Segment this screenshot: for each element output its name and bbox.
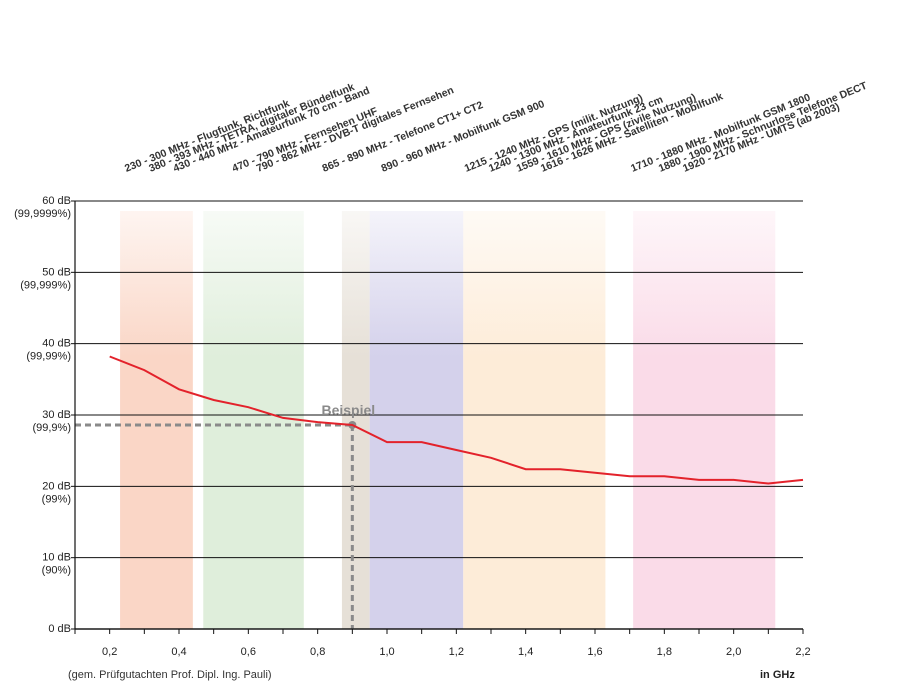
frequency-band — [341, 211, 370, 629]
x-tick-label: 0,8 — [310, 646, 325, 658]
frequency-band — [633, 211, 776, 629]
x-tick-label: 1,0 — [379, 646, 394, 658]
attenuation-line — [109, 355, 804, 485]
frequency-band — [463, 211, 606, 629]
frequency-band — [369, 211, 464, 629]
source-note: (gem. Prüfgutachten Prof. Dipl. Ing. Pau… — [68, 669, 272, 681]
y-axis-ticks: 0 dB 10 dB(90%) 20 dB(99%) 30 dB(99,9%) 40 d… — [14, 195, 75, 635]
x-tick-label: 1,4 — [518, 646, 533, 658]
y-tick-label: 20 dB — [42, 480, 71, 492]
y-tick-label: 40 dB — [42, 338, 71, 350]
y-tick-label: 0 dB — [48, 623, 71, 635]
x-axis-ticks: 0,2 0,4 0,6 0,8 1,0 1,2 1,4 1,6 1,8 2,0 2,2 — [74, 629, 811, 658]
y-tick-label: 10 dB — [42, 552, 71, 564]
x-tick-label: 0,4 — [171, 646, 186, 658]
example-marker: Beispiel — [75, 402, 375, 629]
y-tick-sublabel: (90%) — [42, 565, 71, 577]
x-tick-label: 1,2 — [449, 646, 464, 658]
y-tick-label: 50 dB — [42, 266, 71, 278]
y-tick-sublabel: (99,9%) — [32, 422, 71, 434]
x-tick-label: 1,8 — [657, 646, 672, 658]
frequency-bands — [120, 211, 776, 629]
frequency-band — [203, 211, 304, 629]
y-tick-sublabel: (99,99%) — [26, 351, 71, 363]
y-tick-label: 60 dB — [42, 195, 71, 207]
x-tick-label: 1,6 — [587, 646, 602, 658]
example-label: Beispiel — [321, 402, 375, 418]
x-tick-label: 0,6 — [241, 646, 256, 658]
y-tick-sublabel: (99%) — [42, 493, 71, 505]
x-tick-label: 0,2 — [102, 646, 117, 658]
y-tick-sublabel: (99,9999%) — [14, 208, 71, 220]
attenuation-series — [109, 355, 804, 485]
x-axis-unit: in GHz — [760, 669, 795, 681]
x-tick-label: 2,2 — [795, 646, 810, 658]
y-tick-label: 30 dB — [42, 409, 71, 421]
y-tick-sublabel: (99,999%) — [20, 279, 71, 291]
x-tick-label: 2,0 — [726, 646, 741, 658]
frequency-band — [120, 211, 193, 629]
